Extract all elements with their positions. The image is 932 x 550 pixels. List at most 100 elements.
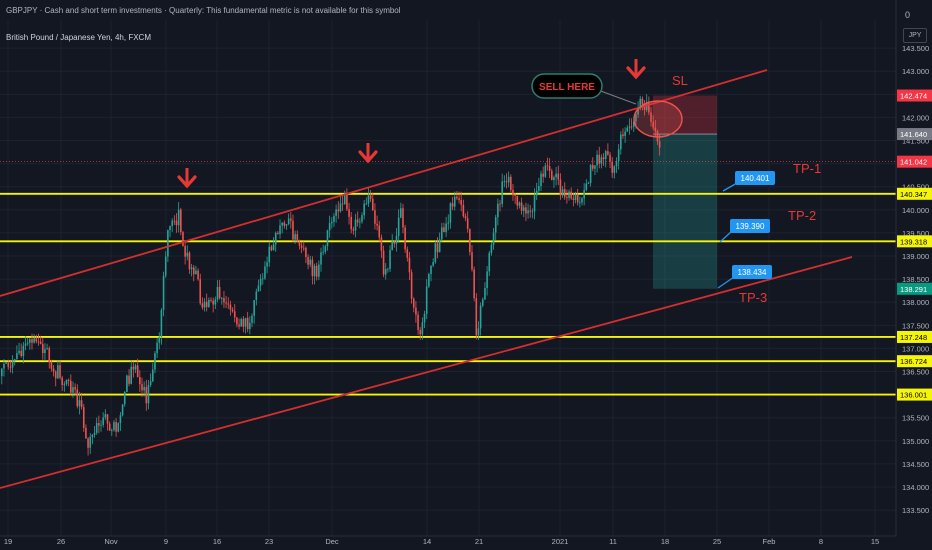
price-badge <box>897 187 932 200</box>
price-badge <box>897 235 932 248</box>
candle-body <box>363 203 365 216</box>
candle-body <box>494 217 497 233</box>
candle-body <box>266 262 268 267</box>
candle-body <box>7 362 10 367</box>
channel-lower-line <box>0 256 853 489</box>
candle-body <box>628 126 631 128</box>
price-tick-label: 134.500 <box>902 460 929 469</box>
candle-body <box>533 195 536 212</box>
candle-body <box>527 210 529 214</box>
price-badge-text: 136.001 <box>900 391 927 400</box>
candle-body <box>272 244 275 251</box>
price-badge <box>897 330 932 343</box>
candle-body <box>171 220 173 227</box>
price-badge <box>897 89 932 102</box>
time-tick-label: 25 <box>713 537 721 546</box>
candle-body <box>337 209 340 212</box>
candle-body <box>158 336 161 343</box>
candle-body <box>104 414 107 418</box>
candle-body <box>654 127 657 132</box>
time-tick-label: 9 <box>164 537 168 546</box>
candle-body <box>622 134 624 136</box>
candle-body <box>102 417 104 425</box>
candle-body <box>322 251 324 253</box>
candle-body <box>270 246 273 251</box>
candle-body <box>361 215 363 222</box>
candle-body <box>579 202 581 204</box>
candle-body <box>50 361 53 369</box>
candle-body <box>82 407 85 428</box>
candle-body <box>391 241 393 250</box>
tp1-label: TP-1 <box>793 161 821 176</box>
candle-body <box>613 166 616 173</box>
candle-body <box>430 265 432 275</box>
candle-body <box>425 286 428 314</box>
time-tick-label: 18 <box>661 537 669 546</box>
tp-value-callout <box>735 171 775 185</box>
candle-body <box>136 365 139 378</box>
candle-body <box>57 365 59 379</box>
candle-body <box>113 422 115 430</box>
candle-body <box>201 303 204 308</box>
candle-body <box>236 317 238 325</box>
candle-body <box>238 324 240 327</box>
candle-body <box>402 208 404 228</box>
time-axis[interactable]: 19 26 Nov 9 16 23 Dec 14 21 2021 11 18 25 Feb 8 15 <box>0 535 896 546</box>
candle-body <box>568 191 570 198</box>
candle-body <box>443 227 445 233</box>
candle-body <box>596 154 598 166</box>
candle-body <box>576 194 579 203</box>
price-tick-label: 135.500 <box>902 414 929 423</box>
candle-body <box>464 216 467 219</box>
candle-body <box>324 246 327 252</box>
price-tick-label: 135.000 <box>902 437 929 446</box>
candle-body <box>285 224 288 226</box>
candle-body <box>261 278 264 280</box>
candle-body <box>479 305 482 329</box>
candle-body <box>296 234 299 242</box>
candle-body <box>268 246 271 263</box>
candle-body <box>41 344 44 354</box>
candle-body <box>331 221 333 224</box>
candle-body <box>346 193 348 210</box>
candle-body <box>156 342 158 354</box>
price-badge <box>897 388 932 401</box>
candle-body <box>445 223 447 233</box>
candle-body <box>410 272 413 299</box>
candle-body <box>350 216 353 230</box>
price-axis[interactable]: 143.500143.000142.500142.000141.500141.0… <box>895 0 932 550</box>
candle-body <box>658 141 661 148</box>
candle-body <box>421 322 424 335</box>
candle-body <box>117 423 120 432</box>
candle-body <box>167 230 169 257</box>
sell-here-text: SELL HERE <box>539 82 595 93</box>
candle-body <box>462 204 465 217</box>
candle-body <box>559 179 562 196</box>
candle-body <box>328 223 331 231</box>
candle-body <box>216 286 219 300</box>
price-tick-label: 139.000 <box>902 252 929 261</box>
candle-body <box>531 211 534 213</box>
candle-body <box>264 266 266 279</box>
candle-body <box>130 366 133 384</box>
price-tick-label: 141.500 <box>902 137 929 146</box>
candle-body <box>348 209 350 217</box>
symbol-title[interactable]: British Pound / Japanese Yen, 4h, FXCM <box>6 33 151 42</box>
candle-body <box>11 359 14 368</box>
candle-body <box>475 298 478 336</box>
candle-body <box>456 196 458 199</box>
candle-body <box>190 267 193 270</box>
candle-body <box>620 134 622 150</box>
candle-body <box>274 232 277 245</box>
candle-body <box>65 379 68 384</box>
candle-body <box>199 279 202 304</box>
candle-body <box>89 436 92 448</box>
candle-body <box>400 208 402 218</box>
candle-body <box>177 209 180 226</box>
candle-body <box>371 198 374 211</box>
price-tick-label: 140.000 <box>902 206 929 215</box>
sell-here-callout <box>531 73 603 99</box>
currency-label[interactable]: JPY <box>903 28 927 43</box>
price-badge-text: 141.640 <box>900 130 927 139</box>
